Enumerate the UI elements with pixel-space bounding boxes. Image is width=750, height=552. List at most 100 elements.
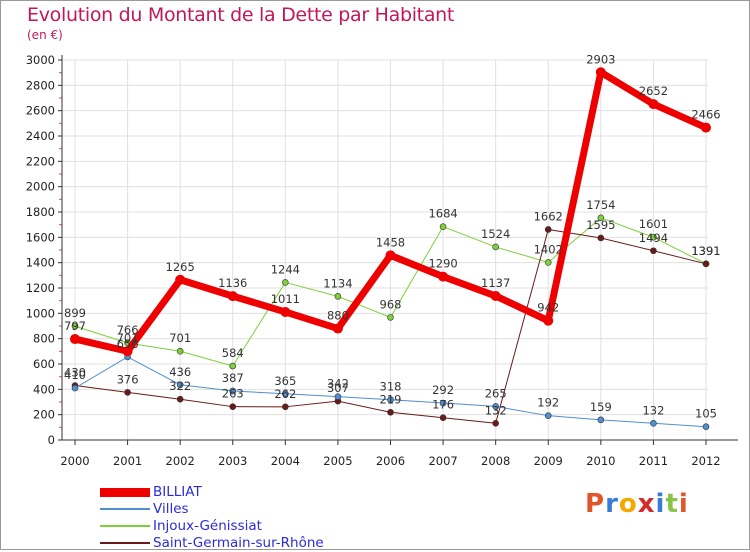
data-label: 1684 [428, 207, 457, 221]
series-point [648, 99, 659, 110]
series-point [124, 389, 131, 396]
data-label: 1011 [271, 292, 300, 306]
y-tick-label: 2000 [26, 180, 55, 194]
data-label: 219 [380, 392, 402, 406]
series-point [229, 403, 237, 410]
data-label: 1458 [376, 235, 405, 249]
series-point [71, 322, 79, 330]
series-point [387, 396, 394, 404]
series-point [544, 412, 552, 419]
series-point [543, 315, 554, 326]
data-label: 410 [64, 368, 86, 382]
data-label: 942 [537, 301, 559, 315]
series-point [175, 274, 186, 285]
series-point [332, 323, 343, 334]
series-point [387, 314, 394, 321]
series-point [282, 390, 289, 398]
series-point [650, 247, 657, 255]
data-label: 968 [380, 297, 402, 311]
chart-title: Evolution du Montant de la Dette par Hab… [27, 4, 455, 26]
series-point [439, 399, 447, 407]
data-label: 1265 [166, 260, 195, 274]
data-label: 1290 [428, 257, 457, 271]
data-label: 105 [695, 407, 717, 421]
logo-letter: r [605, 489, 619, 519]
data-label: 701 [117, 331, 139, 345]
data-label: 307 [327, 381, 349, 395]
data-label: 430 [64, 366, 86, 380]
series-point [490, 290, 501, 301]
series-point [438, 271, 449, 282]
data-label: 880 [327, 309, 349, 323]
series-point [176, 347, 184, 355]
series-point [280, 306, 291, 317]
y-tick-label: 1400 [26, 256, 55, 270]
data-label: 1391 [691, 244, 720, 258]
chart-subtitle: (en €) [27, 28, 63, 42]
data-label: 1601 [639, 217, 668, 231]
series-point [439, 414, 447, 422]
data-label: 2466 [691, 108, 720, 122]
y-tick-label: 1600 [26, 230, 55, 244]
legend-swatch [100, 542, 150, 544]
data-label: 263 [222, 387, 244, 401]
series-point [229, 387, 237, 395]
x-tick-label: 2000 [60, 454, 89, 468]
logo-letter: x [637, 489, 656, 519]
logo-letter: o [618, 489, 638, 519]
data-label: 292 [432, 383, 454, 397]
y-tick-label: 3000 [26, 53, 55, 67]
series-point [650, 233, 657, 241]
legend-label: BILLIAT [153, 484, 202, 500]
y-tick-label: 2200 [26, 154, 55, 168]
series-point [597, 234, 605, 242]
y-tick-label: 2800 [26, 78, 55, 92]
logo-letter: i [655, 489, 666, 519]
x-tick-label: 2002 [166, 454, 195, 468]
data-label: 899 [64, 306, 86, 320]
data-label: 365 [274, 374, 296, 388]
series-point [595, 67, 606, 78]
data-label: 1494 [639, 231, 668, 245]
series-point [702, 423, 710, 431]
series-point [282, 403, 289, 411]
data-label: 1244 [271, 262, 300, 276]
logo-letter: i [678, 489, 689, 519]
data-label: 1137 [481, 276, 510, 290]
y-tick-label: 200 [33, 408, 55, 422]
data-label: 322 [169, 379, 191, 393]
data-label: 132 [642, 403, 664, 417]
x-tick-label: 2011 [639, 454, 668, 468]
series-point [544, 226, 552, 233]
series-point [122, 346, 133, 357]
y-tick-label: 1000 [26, 306, 55, 320]
data-label: 656 [117, 337, 139, 351]
data-label: 766 [117, 323, 139, 337]
y-tick-label: 600 [33, 357, 55, 371]
series-point [282, 279, 289, 286]
y-tick-label: 1200 [26, 281, 55, 295]
series-point [597, 214, 605, 222]
logo-letter: P [585, 489, 606, 519]
series-point [385, 250, 396, 261]
series-point [334, 293, 342, 300]
data-label: 584 [222, 346, 244, 360]
y-tick-label: 2400 [26, 129, 55, 143]
legend-label: Villes [153, 501, 189, 517]
series-point [229, 362, 237, 370]
data-label: 376 [117, 372, 139, 386]
series-point [334, 393, 342, 400]
data-label: 1595 [586, 218, 615, 232]
data-label: 132 [485, 403, 507, 417]
data-label: 159 [590, 400, 612, 414]
x-tick-label: 2003 [218, 454, 247, 468]
data-label: 1134 [323, 276, 352, 290]
proxiti-logo: Proxiti [585, 489, 689, 519]
series-point [227, 291, 238, 302]
data-label: 1662 [534, 209, 563, 223]
legend-label: Saint-Germain-sur-Rhône [153, 535, 324, 551]
data-label: 797 [64, 319, 86, 333]
data-label: 192 [537, 396, 559, 410]
data-label: 701 [169, 331, 191, 345]
